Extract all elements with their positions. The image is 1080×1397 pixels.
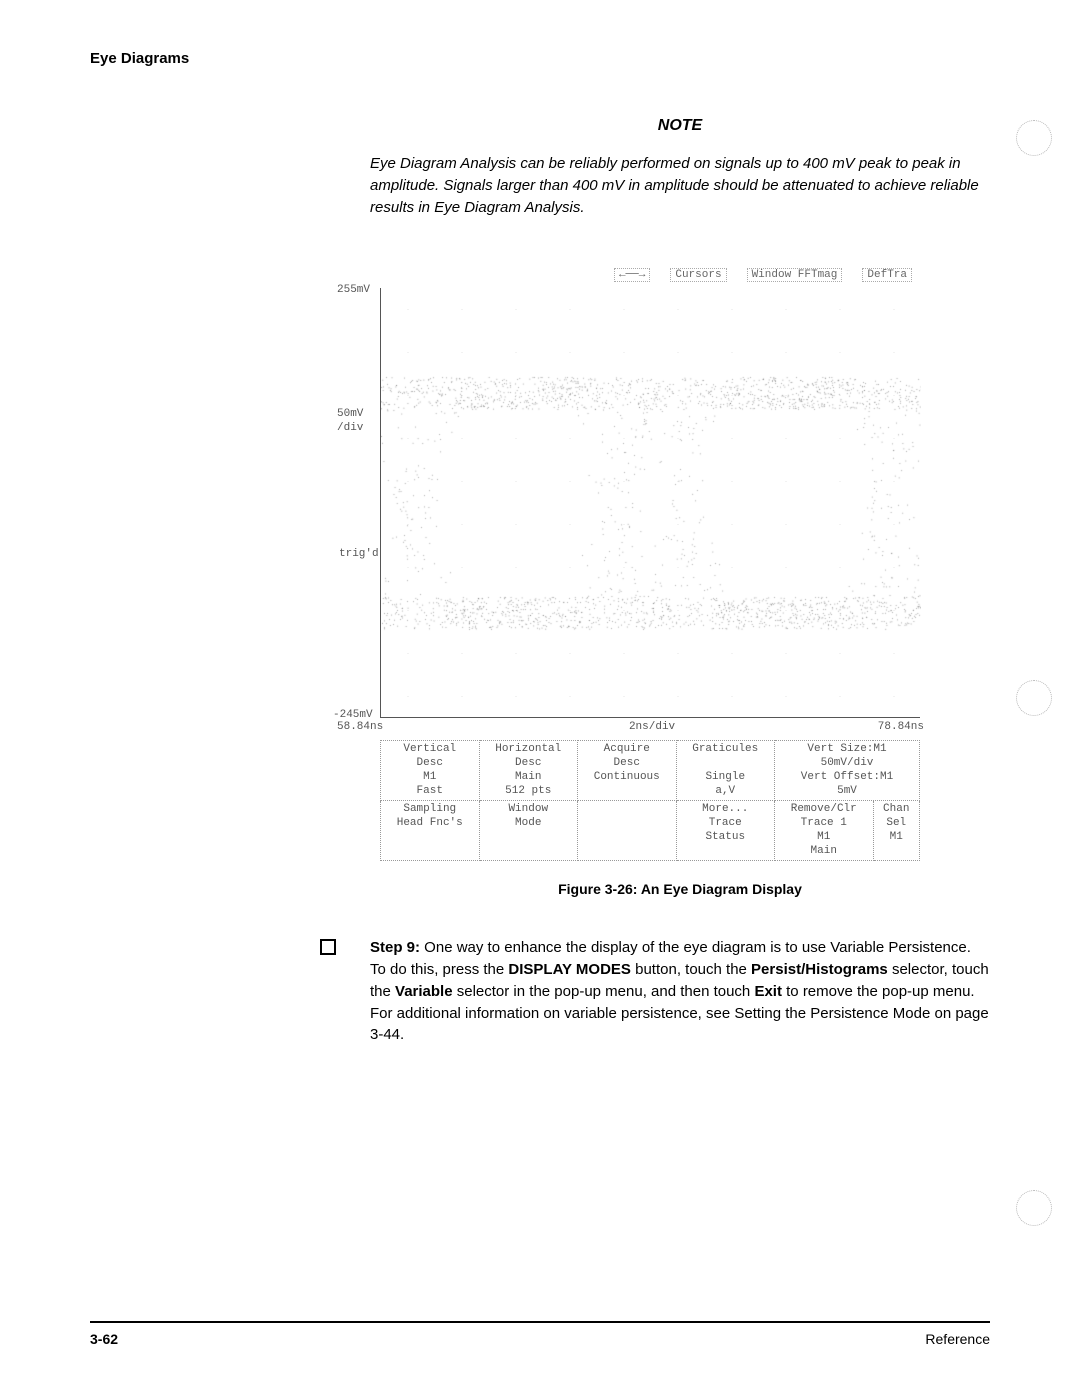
scope-menu-row: VerticalDescM1Fast HorizontalDescMain512… <box>381 741 920 801</box>
y-axis-trig: trig'd <box>339 548 379 560</box>
step-text: selector in the pop-up menu, and then to… <box>453 983 755 1000</box>
scope-menu: VerticalDescM1Fast HorizontalDescMain512… <box>380 740 920 861</box>
note-body: Eye Diagram Analysis can be reliably per… <box>370 153 990 218</box>
section-title: Eye Diagrams <box>90 50 990 67</box>
step-label: Step 9: <box>370 939 420 956</box>
menu-cell: VerticalDescM1Fast <box>381 741 480 801</box>
step-block: Step 9: One way to enhance the display o… <box>370 937 990 1046</box>
y-axis-scale1: 50mV <box>337 408 363 420</box>
page-footer: 3-62 Reference <box>90 1321 990 1347</box>
step-checkbox-icon <box>320 939 336 955</box>
menu-cell: Graticules Singlea,V <box>676 741 775 801</box>
figure-caption: Figure 3-26: An Eye Diagram Display <box>370 881 990 897</box>
x-axis-left: 58.84ns <box>337 721 383 733</box>
persist-histograms-label: Persist/Histograms <box>751 961 888 978</box>
y-axis-top: 255mV <box>337 284 370 296</box>
menu-cell: WindowMode <box>479 801 578 861</box>
menu-cell <box>578 801 677 861</box>
scope-btn: Cursors <box>670 268 726 282</box>
x-axis-mid: 2ns/div <box>629 721 675 733</box>
menu-cell: HorizontalDescMain512 pts <box>479 741 578 801</box>
scope-btn: Window FFTmag <box>747 268 843 282</box>
note-heading: NOTE <box>370 117 990 135</box>
page-number: 3-62 <box>90 1331 118 1347</box>
menu-cell: Vert Size:M150mV/divVert Offset:M15mV <box>775 741 920 801</box>
menu-cell: More...TraceStatus <box>676 801 775 861</box>
eye-diagram-canvas <box>381 288 921 718</box>
punch-hole-icon <box>1016 680 1052 716</box>
menu-cell: AcquireDescContinuous <box>578 741 677 801</box>
scope-top-buttons: ←──→ Cursors Window FFTmag DefTra <box>380 268 920 282</box>
figure-wrap: ←──→ Cursors Window FFTmag DefTra 255mV … <box>380 268 920 861</box>
variable-label: Variable <box>395 983 453 1000</box>
scope-menu-row: SamplingHead Fnc's WindowMode More...Tra… <box>381 801 920 861</box>
menu-cell: ChanSelM1 <box>873 801 920 861</box>
x-axis-right: 78.84ns <box>878 721 924 733</box>
display-modes-label: DISPLAY MODES <box>508 961 631 978</box>
menu-cell: SamplingHead Fnc's <box>381 801 480 861</box>
scope-plot: 255mV 50mV /div trig'd -245mV 58.84ns 2n… <box>380 288 920 718</box>
menu-cell: Remove/ClrTrace 1M1Main <box>775 801 874 861</box>
exit-label: Exit <box>754 983 782 1000</box>
scope-btn: DefTra <box>862 268 912 282</box>
punch-hole-icon <box>1016 1190 1052 1226</box>
scope-btn: ←──→ <box>614 268 650 282</box>
footer-ref: Reference <box>925 1331 990 1347</box>
punch-hole-icon <box>1016 120 1052 156</box>
y-axis-bot: -245mV <box>333 709 373 721</box>
content-column: NOTE Eye Diagram Analysis can be reliabl… <box>370 117 990 1046</box>
y-axis-scale2: /div <box>337 422 363 434</box>
step-text: button, touch the <box>631 961 751 978</box>
